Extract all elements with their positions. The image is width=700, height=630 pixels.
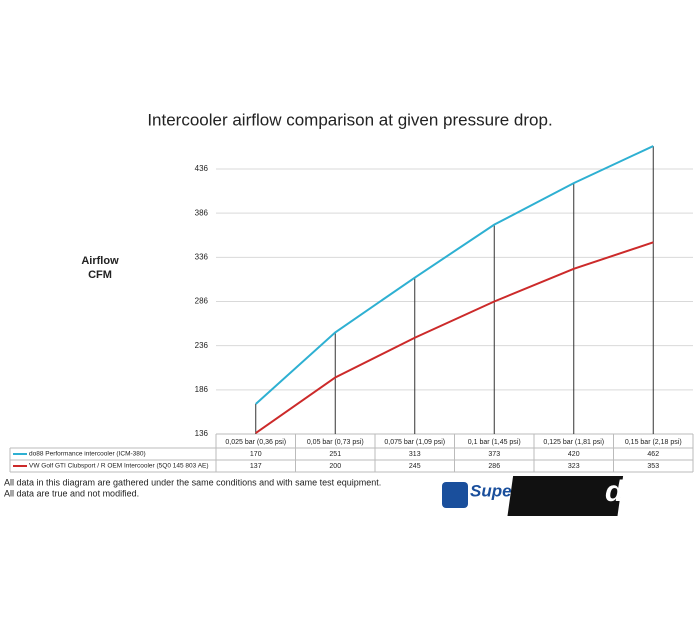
x-tick-label: 0,025 bar (0,36 psi) (225, 439, 286, 446)
x-tick-label: 0,1 bar (1,45 psi) (468, 439, 521, 446)
table-value: 200 (329, 463, 341, 470)
y-tick-label: 386 (195, 208, 209, 217)
do88-logo: do88 Performance (507, 475, 675, 516)
table-value: 420 (568, 451, 580, 458)
legend-label: VW Golf GTI Clubsport / R OEM Intercoole… (29, 463, 209, 470)
x-tick-label: 0,125 bar (1,81 psi) (543, 439, 604, 446)
footnote: All data are true and not modified. (4, 488, 139, 498)
table-value: 373 (488, 451, 500, 458)
table-value: 313 (409, 451, 421, 458)
logo-text: do88 (605, 475, 675, 508)
table-value: 323 (568, 463, 580, 470)
logo-icon (442, 482, 468, 508)
table-value: 137 (250, 463, 262, 470)
y-axis-label: Airflow (81, 255, 119, 267)
table-value: 462 (647, 451, 659, 458)
y-tick-label: 136 (195, 429, 209, 438)
footnote: All data in this diagram are gathered un… (4, 477, 381, 487)
y-tick-label: 436 (195, 164, 209, 173)
table-value: 170 (250, 451, 262, 458)
x-tick-label: 0,05 bar (0,73 psi) (307, 439, 364, 446)
table-value: 251 (329, 451, 341, 458)
table-value: 353 (647, 463, 659, 470)
table-value: 286 (488, 463, 500, 470)
y-axis-label: CFM (88, 269, 112, 281)
logo-subtext: Performance (621, 506, 670, 515)
y-tick-label: 186 (195, 385, 209, 394)
table-value: 245 (409, 463, 421, 470)
logo-bg (507, 476, 624, 516)
y-tick-label: 286 (195, 297, 209, 306)
series-line (255, 241, 654, 434)
y-tick-label: 236 (195, 341, 209, 350)
y-tick-label: 336 (195, 252, 209, 261)
legend-label: do88 Performance intercooler (ICM-380) (29, 451, 146, 458)
x-tick-label: 0,15 bar (2,18 psi) (625, 439, 682, 446)
series-line (255, 145, 654, 405)
x-tick-label: 0,075 bar (1,09 psi) (384, 439, 445, 446)
chart-title: Intercooler airflow comparison at given … (147, 110, 552, 129)
